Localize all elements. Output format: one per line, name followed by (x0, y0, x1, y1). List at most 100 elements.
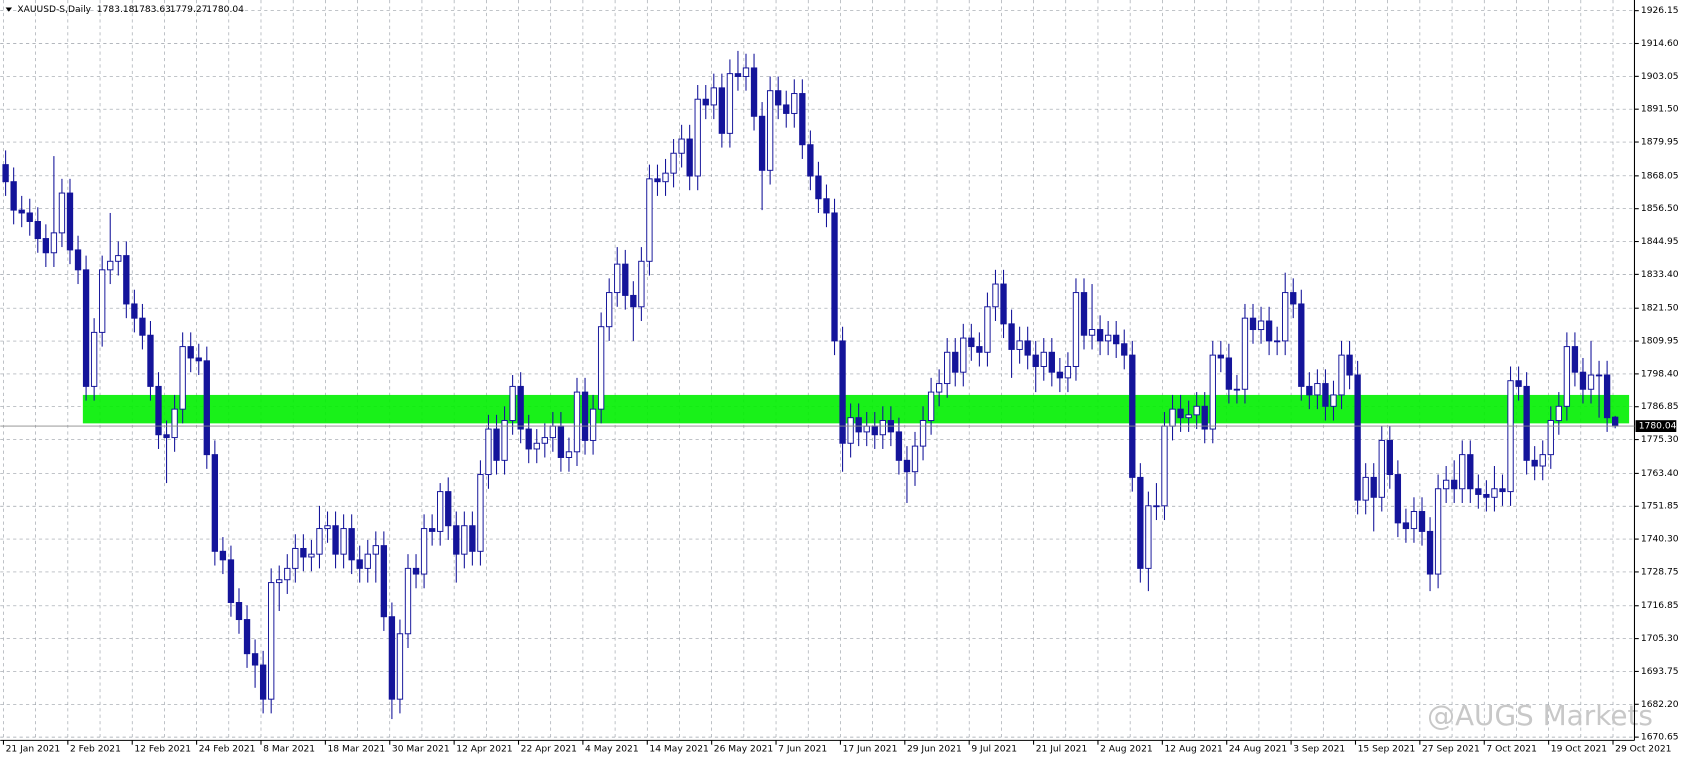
candle-body (147, 334, 154, 387)
header-high: 1783.63 (133, 5, 171, 15)
y-tick-label: 1751.85 (1641, 502, 1679, 512)
candle-body (1024, 340, 1031, 356)
candle-body (1491, 488, 1498, 498)
candle-body (1555, 405, 1562, 422)
candle-body (10, 181, 17, 211)
candle-body (815, 175, 822, 200)
y-tick-label: 1833.40 (1641, 270, 1679, 280)
candle-body (863, 425, 870, 433)
candle-body (1209, 354, 1216, 430)
x-tick-label: 30 Mar 2021 (392, 744, 450, 754)
candle-body (107, 260, 114, 271)
price-label-box (1635, 420, 1677, 432)
candle-body (493, 428, 500, 461)
candle-body (517, 385, 524, 430)
y-tick-label: 1728.75 (1641, 567, 1679, 577)
candle-body (115, 255, 122, 262)
x-tick-label: 21 Jan 2021 (6, 744, 61, 754)
candle-body (1129, 354, 1136, 478)
candle-body (758, 115, 766, 171)
candle-body (879, 420, 886, 436)
x-tick-label: 24 Feb 2021 (199, 744, 256, 754)
candle-body (1499, 488, 1506, 493)
candle-body (1193, 405, 1200, 416)
candle-body (855, 417, 862, 433)
candle-body (718, 87, 726, 134)
x-tick-label: 17 Jun 2021 (843, 744, 898, 754)
candle-body (622, 263, 629, 296)
candle-body (235, 602, 243, 621)
candle-body (292, 547, 299, 569)
candle-body (1394, 474, 1402, 524)
candle-body (131, 303, 138, 319)
y-tick-label: 1775.30 (1641, 435, 1679, 445)
candle-body (549, 425, 557, 439)
candle-body (1153, 505, 1160, 508)
candle-body (1096, 329, 1104, 342)
candle-body (380, 545, 388, 618)
candle-body (1064, 366, 1072, 379)
candle-body (461, 525, 468, 555)
y-tick-label: 1670.65 (1641, 733, 1679, 743)
candle-body (404, 567, 412, 635)
y-tick-label: 1786.85 (1641, 402, 1679, 412)
candle-body (968, 337, 975, 348)
x-tick-label: 26 May 2021 (714, 744, 773, 754)
candle-body (276, 579, 283, 584)
candle-body (1056, 371, 1064, 379)
candle-body (927, 391, 935, 422)
candle-body (606, 292, 613, 328)
candle-body (1249, 317, 1257, 331)
x-tick-label: 29 Oct 2021 (1615, 744, 1671, 754)
candle-body (308, 553, 315, 558)
candle-body (356, 559, 363, 569)
candle-body (243, 619, 251, 655)
y-tick-label: 1879.95 (1641, 138, 1679, 148)
header-low: 1779.27 (170, 5, 208, 15)
candle-body (26, 212, 33, 222)
candle-body (469, 525, 476, 552)
candles (2, 50, 1619, 720)
candle-body (944, 351, 951, 385)
candle-body (1507, 380, 1514, 493)
candle-body (589, 408, 597, 441)
candle-body (316, 528, 323, 555)
candle-body (1563, 346, 1571, 407)
x-tick-label: 7 Oct 2021 (1486, 744, 1537, 754)
candle-body (1346, 354, 1353, 376)
candle-body (1475, 488, 1482, 495)
candle-body (1265, 320, 1273, 342)
candle-body (984, 306, 991, 353)
candle-body (1603, 374, 1611, 419)
x-tick-label: 9 Jul 2021 (971, 744, 1017, 754)
candle-body (1032, 354, 1039, 367)
candle-body (1442, 479, 1450, 490)
x-tick-label: 12 Apr 2021 (456, 744, 512, 754)
y-tick-label: 1914.60 (1641, 39, 1679, 49)
grid (0, 0, 1635, 741)
candle-body (501, 420, 508, 461)
candle-body (50, 232, 58, 254)
candle-body (477, 474, 484, 552)
candle-body (1080, 292, 1088, 336)
candle-body (1611, 416, 1619, 427)
candle-body (557, 425, 565, 458)
candle-body (412, 567, 420, 575)
candle-body (34, 221, 41, 240)
candle-body (976, 346, 983, 353)
candle-body (1298, 303, 1305, 387)
candle-body (1451, 479, 1458, 490)
x-tick-label: 22 Apr 2021 (521, 744, 577, 754)
candle-body (839, 340, 846, 444)
candle-body (163, 434, 170, 439)
candle-body (638, 260, 645, 308)
y-tick-label: 1856.50 (1641, 204, 1679, 214)
candle-body (284, 567, 291, 581)
candle-body (66, 192, 74, 251)
y-tick-label: 1844.95 (1641, 237, 1679, 247)
x-tick-label: 24 Aug 2021 (1229, 744, 1287, 754)
candle-body (42, 238, 50, 254)
candle-body (541, 437, 548, 444)
menu-arrow (5, 7, 13, 12)
